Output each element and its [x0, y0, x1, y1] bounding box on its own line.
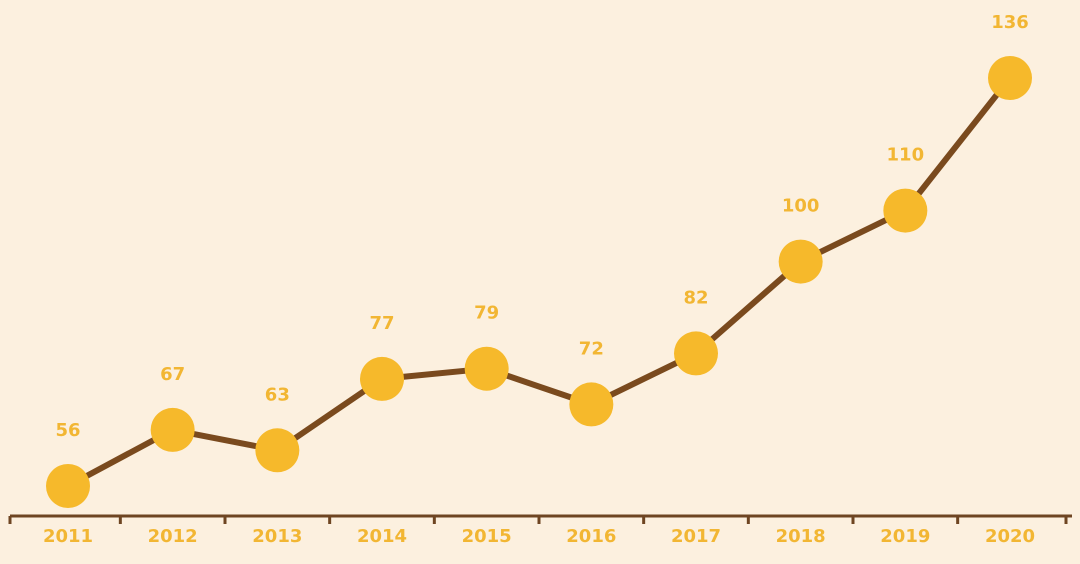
data-label-2013: 63 [265, 384, 290, 405]
data-points [46, 56, 1032, 508]
data-label-2015: 79 [474, 303, 499, 324]
x-tick-label-2012: 2012 [148, 526, 198, 547]
data-point-2020 [988, 56, 1032, 100]
data-point-2012 [150, 407, 195, 452]
data-point-2017 [674, 331, 718, 376]
x-tick-label-2014: 2014 [357, 526, 407, 547]
data-point-2013 [255, 428, 300, 473]
data-label-2019: 110 [887, 145, 925, 166]
data-point-2016 [569, 382, 614, 427]
x-tick-label-2013: 2013 [252, 526, 302, 547]
x-tick-label-2020: 2020 [985, 526, 1035, 547]
data-label-2020: 136 [991, 12, 1029, 33]
x-axis [8, 514, 1072, 524]
data-point-2011 [46, 464, 90, 508]
x-tick-labels: 2011 2012 2013 2014 2015 2016 2017 2018 2019 2020 [43, 526, 1035, 547]
series-line [65, 75, 1013, 489]
data-point-2014 [360, 356, 404, 401]
x-tick-label-2017: 2017 [671, 526, 721, 547]
x-tick-label-2018: 2018 [776, 526, 826, 547]
x-tick-label-2015: 2015 [462, 526, 512, 547]
data-label-2014: 77 [369, 313, 394, 334]
data-label-2016: 72 [579, 338, 604, 359]
data-point-2018 [778, 239, 823, 284]
data-label-2012: 67 [160, 364, 185, 385]
data-point-2019 [883, 188, 928, 233]
data-point-2015 [464, 346, 509, 391]
data-labels: 56 67 63 77 79 72 82 100 110 136 [55, 12, 1028, 441]
data-label-2018: 100 [782, 196, 820, 217]
data-label-2011: 56 [55, 420, 80, 441]
x-tick-label-2011: 2011 [43, 526, 93, 547]
data-label-2017: 82 [683, 287, 708, 308]
x-tick-label-2019: 2019 [880, 526, 930, 547]
x-tick-label-2016: 2016 [566, 526, 616, 547]
